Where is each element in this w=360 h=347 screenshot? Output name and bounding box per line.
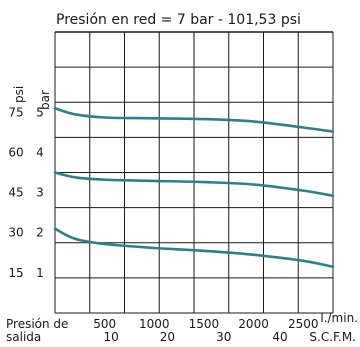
x-unit-secondary: S.C.F.M. <box>309 330 356 344</box>
grid <box>54 31 334 314</box>
series-group <box>53 107 335 269</box>
x-tick-label-secondary: 10 <box>104 330 119 344</box>
x-tick-label-secondary: 30 <box>216 330 231 344</box>
series-line <box>53 227 335 269</box>
x-unit-primary: l./min. <box>320 311 358 325</box>
x-label-line-2: salida <box>6 330 41 344</box>
y-tick-label-bar: 2 <box>36 226 44 240</box>
series-line <box>53 107 335 133</box>
x-tick-label-primary: 2000 <box>238 317 269 331</box>
tick-labels: 1 15 2 30 3 45 4 60 5 75 500 1000 1500 2000 2500 10 20 30… <box>6 105 358 344</box>
x-tick-label-primary: 1000 <box>139 317 170 331</box>
y-tick-label-bar: 3 <box>36 186 44 200</box>
chart-title: Presión en red = 7 bar - 101,53 psi <box>56 12 301 28</box>
y-tick-label-psi: 45 <box>8 186 23 200</box>
y-tick-label-bar: 5 <box>36 105 44 119</box>
x-label-line-1: Presión de <box>6 317 68 331</box>
y-tick-label-bar: 4 <box>36 145 44 159</box>
x-tick-label-secondary: 20 <box>160 330 175 344</box>
x-tick-label-primary: 500 <box>93 317 116 331</box>
y-tick-label-psi: 30 <box>8 226 23 240</box>
y-tick-label-psi: 60 <box>8 145 23 159</box>
y-tick-label-psi: 15 <box>8 266 23 280</box>
y-tick-label-psi: 75 <box>8 105 23 119</box>
x-tick-label-primary: 1500 <box>189 317 220 331</box>
y-unit-bar: bar <box>38 90 52 110</box>
x-tick-label-secondary: 40 <box>272 330 287 344</box>
series-line <box>53 171 335 198</box>
y-unit-psi: psi <box>12 86 26 103</box>
x-tick-label-primary: 2500 <box>288 317 319 331</box>
y-tick-label-bar: 1 <box>36 266 44 280</box>
